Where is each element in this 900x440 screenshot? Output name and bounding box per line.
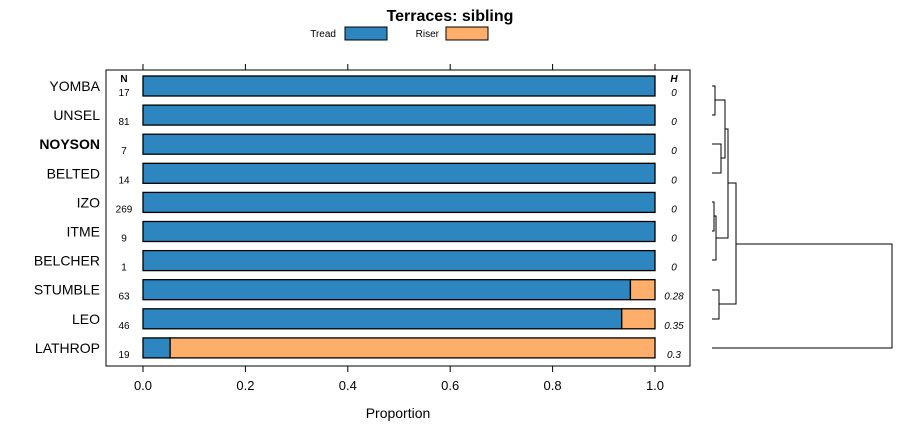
h-value-belcher: 0 (671, 263, 677, 274)
bar-tread-yomba (142, 75, 656, 97)
x-axis-label: Proportion (366, 405, 431, 421)
bar-tread-belcher (142, 249, 656, 272)
row-itme: ITME 9 0 (67, 220, 677, 245)
row-label-stumble: STUMBLE (34, 282, 100, 298)
h-value-lathrop: 0.3 (667, 350, 681, 361)
bar-tread-belted (142, 162, 656, 184)
row-belted: BELTED 14 0 (47, 162, 677, 186)
row-label-itme: ITME (67, 224, 100, 240)
x-tick-label-1: 0.2 (236, 378, 254, 393)
n-value-unsel: 81 (118, 117, 130, 128)
h-value-leo: 0.35 (664, 321, 684, 332)
dendro-link-lathrop (712, 243, 893, 349)
legend-swatch-riser (445, 26, 489, 41)
n-value-noyson: 7 (121, 146, 127, 157)
n-value-lathrop: 19 (118, 350, 130, 361)
row-label-noyson: NOYSON (39, 136, 100, 152)
h-value-yomba: 0 (671, 88, 677, 99)
bar-tread-unsel (142, 104, 656, 126)
dendro-link-stumble-leo (712, 289, 720, 320)
dendro-link-noyson-belted (712, 143, 722, 174)
row-noyson: NOYSON 7 0 (39, 133, 677, 157)
h-value-belted: 0 (671, 175, 677, 186)
row-stumble: STUMBLE 63 0.28 (34, 279, 684, 303)
h-value-noyson: 0 (671, 146, 677, 157)
bar-riser-lathrop (169, 337, 656, 359)
bar-tread-lathrop (142, 337, 171, 359)
bar-tread-leo (142, 308, 623, 330)
dendrogram (712, 85, 893, 349)
row-label-izo: IZO (77, 194, 100, 210)
n-value-izo: 269 (116, 204, 133, 215)
row-label-belcher: BELCHER (34, 253, 100, 269)
h-value-itme: 0 (671, 234, 677, 245)
row-leo: LEO 46 0.35 (72, 308, 684, 332)
row-belcher: BELCHER 1 0 (34, 249, 677, 274)
h-column-header: H (670, 74, 678, 85)
bar-riser-stumble (629, 279, 656, 301)
row-label-leo: LEO (72, 311, 100, 327)
h-value-izo: 0 (671, 204, 677, 215)
n-value-yomba: 17 (118, 88, 130, 99)
row-label-belted: BELTED (47, 165, 100, 181)
row-label-lathrop: LATHROP (35, 340, 100, 356)
dendro-link-group-b (716, 128, 729, 239)
dendro-link-izo-itme (712, 201, 715, 232)
legend-label-tread: Tread (310, 29, 336, 40)
n-value-itme: 9 (121, 234, 127, 245)
legend-swatch-tread (344, 26, 388, 41)
n-value-stumble: 63 (118, 292, 130, 303)
h-value-stumble: 0.28 (664, 292, 684, 303)
x-tick-label-3: 0.6 (441, 378, 459, 393)
row-yomba: YOMBA 17 0 (49, 75, 677, 99)
bar-riser-leo (621, 308, 656, 330)
n-value-belcher: 1 (121, 263, 127, 274)
plot-frame (105, 69, 691, 367)
n-value-belted: 14 (118, 175, 130, 186)
bar-tread-noyson (142, 133, 656, 155)
bar-rows: YOMBA 17 0 UNSEL 81 0 NOYSON 7 0 BELTED 14 0 IZO 269 0… (34, 75, 684, 361)
bar-tread-izo (142, 191, 656, 214)
x-tick-label-5: 1.0 (646, 378, 664, 393)
bar-tread-itme (142, 220, 656, 243)
n-value-leo: 46 (118, 321, 130, 332)
chart-title: Terraces: sibling (387, 8, 514, 25)
row-lathrop: LATHROP 19 0.3 (35, 337, 681, 361)
dendro-link-yomba-unsel (712, 85, 716, 116)
legend: Tread Riser (310, 26, 489, 41)
dendro-link-group-a (715, 99, 726, 159)
x-tick-label-2: 0.4 (339, 378, 357, 393)
x-tick-label-4: 0.8 (544, 378, 562, 393)
h-value-unsel: 0 (671, 117, 677, 128)
row-unsel: UNSEL 81 0 (53, 104, 677, 128)
row-izo: IZO 269 0 (77, 191, 677, 215)
legend-label-riser: Riser (416, 29, 440, 40)
n-column-header: N (120, 74, 127, 85)
row-label-yomba: YOMBA (49, 78, 100, 94)
x-tick-label-0: 0.0 (134, 378, 152, 393)
row-label-unsel: UNSEL (53, 107, 100, 123)
bar-tread-stumble (142, 279, 632, 301)
x-axis: 0.0 0.2 0.4 0.6 0.8 1.0 (134, 64, 664, 393)
